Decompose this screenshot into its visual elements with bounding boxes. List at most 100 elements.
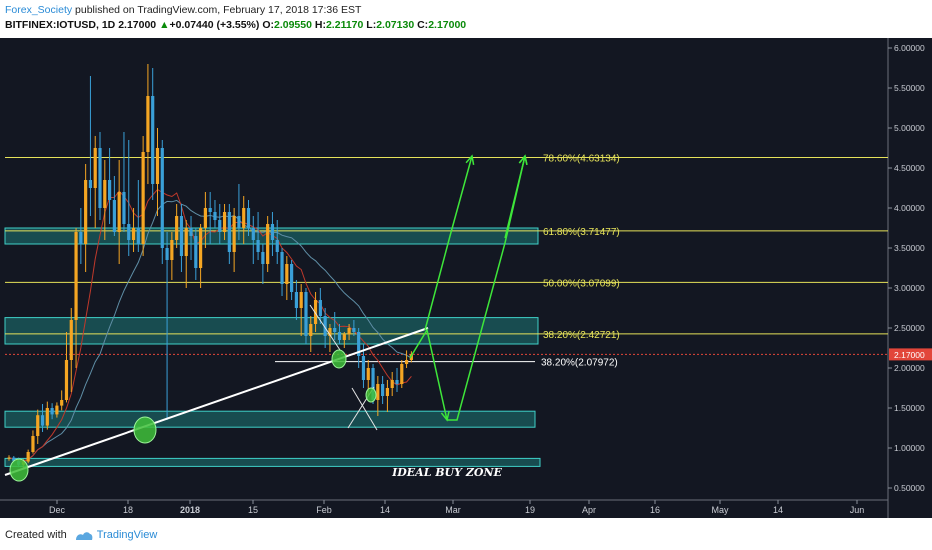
highlight-circle (133, 416, 157, 444)
candle-body (309, 324, 313, 336)
candle-body (155, 148, 160, 184)
ohlc-low-label: L: (366, 19, 377, 31)
candle-body (400, 364, 404, 384)
drawings (4, 154, 528, 482)
ohlc-close-label: C: (417, 19, 429, 31)
candle-body (376, 384, 380, 400)
highlight-circle (331, 349, 347, 369)
candle-body (141, 152, 145, 244)
time-axis-label: 14 (380, 505, 390, 515)
created-with: Created with TradingView (5, 529, 157, 541)
chart-header: Forex_Society published on TradingView.c… (0, 0, 932, 38)
candle-body (131, 228, 136, 240)
candle-body (117, 192, 121, 232)
candle-body (136, 228, 140, 244)
candle-body (103, 180, 107, 208)
candle-body (313, 300, 318, 324)
ohlc-open: 2.09550 (273, 19, 312, 31)
candle-body (45, 408, 49, 426)
publish-info: Forex_Society published on TradingView.c… (5, 4, 361, 16)
candle-body (55, 405, 59, 415)
price-axis-label: 6.00000 (894, 43, 925, 53)
price-change: +0.07440 (+3.55%) (169, 19, 260, 31)
symbol-label: BITFINEX:IOTUSD, 1D (5, 19, 116, 31)
price-axis-label: 1.00000 (894, 443, 925, 453)
candle-body (31, 436, 35, 452)
author-link[interactable]: Forex_Society (5, 4, 73, 16)
current-price-tag (889, 348, 932, 361)
candle-body (50, 408, 54, 415)
candle-body (40, 415, 45, 426)
candle-body (146, 96, 150, 152)
last-price: 2.17000 (118, 19, 157, 31)
candle-body (88, 180, 93, 188)
fib-level-label: 78.60%(4.63134) (543, 153, 620, 164)
candle-body (127, 224, 131, 240)
candle-body (213, 212, 217, 220)
candle-body (246, 208, 251, 228)
tradingview-link[interactable]: TradingView (96, 529, 158, 541)
candle-body (12, 457, 16, 461)
symbol-info: BITFINEX:IOTUSD, 1D 2.17000 ▲+0.07440 (+… (5, 19, 466, 31)
candle-body (232, 216, 236, 252)
support-resistance-zone (4, 317, 539, 345)
price-axis-label: 3.00000 (894, 283, 925, 293)
candle-body (199, 228, 203, 268)
trendline (4, 327, 429, 476)
ideal-buy-zone-annotation: IDEAL BUY ZONE (391, 466, 502, 479)
candle-body (237, 216, 241, 228)
candle-body (381, 384, 385, 396)
candles (7, 64, 413, 469)
candle-body (93, 148, 97, 188)
candle-body (275, 240, 279, 252)
candle-body (371, 368, 375, 400)
candle-body (74, 232, 78, 320)
fib-level-label: 50.00%(3.07099) (543, 278, 620, 289)
candle-body (242, 208, 246, 228)
candle-body (323, 316, 327, 336)
candle-body (333, 328, 337, 332)
candle-body (107, 180, 112, 200)
time-axis-label: 15 (248, 505, 258, 515)
price-chart[interactable]: 78.60%(4.63134) 61.80%(3.71477) 50.00%(3.0… (0, 38, 932, 518)
pattern-line (309, 304, 341, 351)
price-axis-label: 4.00000 (894, 203, 925, 213)
candle-body (404, 360, 409, 364)
price-axis[interactable]: 0.50000 1.00000 1.50000 2.00000 2.50000 3.000… (888, 43, 932, 493)
time-axis-label: 16 (650, 505, 660, 515)
candle-body (208, 208, 212, 212)
candle-body (328, 328, 332, 336)
candle-body (357, 332, 361, 356)
candle-body (36, 415, 40, 436)
ohlc-high: 2.21170 (325, 19, 364, 31)
candle-body (112, 200, 116, 232)
candle-body (179, 216, 184, 256)
price-axis-label: 4.50000 (894, 163, 925, 173)
candle-body (256, 240, 260, 252)
candle-body (266, 224, 270, 264)
candle-body (352, 328, 356, 332)
price-axis-label: 2.00000 (894, 363, 925, 373)
candle-body (26, 452, 30, 462)
candle-body (318, 300, 322, 316)
time-axis[interactable]: Dec 18 2018 15 Feb 14 Mar 19 Apr 16 May 14 Jun (49, 500, 864, 515)
arrow-head (465, 154, 475, 165)
time-axis-label: Apr (582, 505, 596, 515)
candle-body (337, 332, 342, 340)
fib-level-label: 38.20%(2.42721) (543, 330, 620, 341)
plot-background (0, 38, 888, 518)
candle-body (151, 96, 155, 184)
candle-body (69, 320, 73, 360)
current-price-tag-label: 2.17000 (894, 350, 925, 360)
time-axis-label: Jun (850, 505, 865, 515)
tradingview-logo-icon (75, 532, 93, 540)
candle-body (304, 292, 308, 336)
candle-body (189, 228, 193, 236)
arrow-head (518, 154, 528, 165)
highlight-circle (9, 458, 29, 482)
highlight-circle (365, 387, 377, 403)
candle-body (7, 457, 11, 459)
pattern-line (351, 387, 378, 431)
time-axis-label: Dec (49, 505, 66, 515)
candle-body (165, 248, 169, 260)
